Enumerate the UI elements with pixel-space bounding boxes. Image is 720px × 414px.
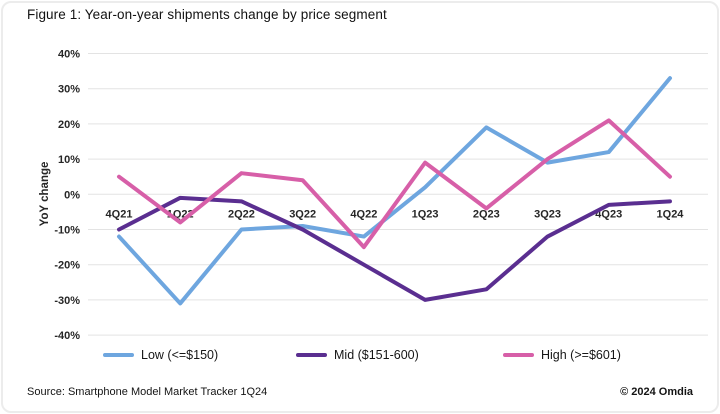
y-axis-tick-labels: 40% 30% 20% 10% 0% -10% -20% -30% -40%: [54, 49, 80, 343]
source-note: Source: Smartphone Model Market Tracker …: [27, 386, 268, 398]
copyright-note: © 2024 Omdia: [620, 386, 693, 398]
x-tick-label: 4Q23: [595, 208, 622, 220]
y-tick-label: 20%: [58, 119, 80, 131]
x-tick-label: 2Q22: [228, 208, 255, 220]
x-tick-label: 2Q23: [473, 208, 500, 220]
gridlines: [88, 53, 708, 336]
y-tick-label: 30%: [58, 84, 80, 96]
x-tick-label: 3Q22: [289, 208, 316, 220]
y-tick-label: 10%: [58, 154, 80, 166]
x-tick-label: 1Q23: [412, 208, 439, 220]
figure-title: Figure 1: Year-on-year shipments change …: [27, 7, 387, 22]
legend-label-mid: Mid ($151-600): [334, 348, 419, 362]
series-line-0: [117, 76, 672, 306]
legend-swatch-low-icon: [103, 353, 134, 357]
legend-item-low: Low (<=$150): [103, 348, 218, 362]
y-tick-label: -30%: [54, 295, 80, 307]
legend-label-low: Low (<=$150): [141, 348, 219, 362]
legend-item-mid: Mid ($151-600): [296, 348, 419, 362]
y-tick-label: 40%: [58, 49, 80, 61]
y-axis-title-text: YoY change: [39, 162, 51, 227]
legend-label-high: High (>=$601): [541, 348, 621, 362]
x-tick-label: 4Q21: [106, 208, 133, 220]
y-tick-label: -20%: [54, 260, 80, 272]
legend-swatch-mid-icon: [296, 353, 327, 357]
legend-item-high: High (>=$601): [503, 348, 621, 362]
y-axis-title: YoY change: [39, 162, 51, 227]
y-tick-label: -10%: [54, 225, 80, 237]
x-tick-label: 3Q23: [534, 208, 561, 220]
legend-swatch-high-icon: [503, 353, 534, 357]
series-line-2: [117, 118, 672, 250]
x-tick-label: 4Q22: [350, 208, 377, 220]
series-lines: [117, 76, 672, 306]
x-tick-label: 1Q24: [657, 208, 685, 220]
y-tick-label: -40%: [54, 330, 80, 342]
y-tick-label: 0%: [64, 189, 80, 201]
